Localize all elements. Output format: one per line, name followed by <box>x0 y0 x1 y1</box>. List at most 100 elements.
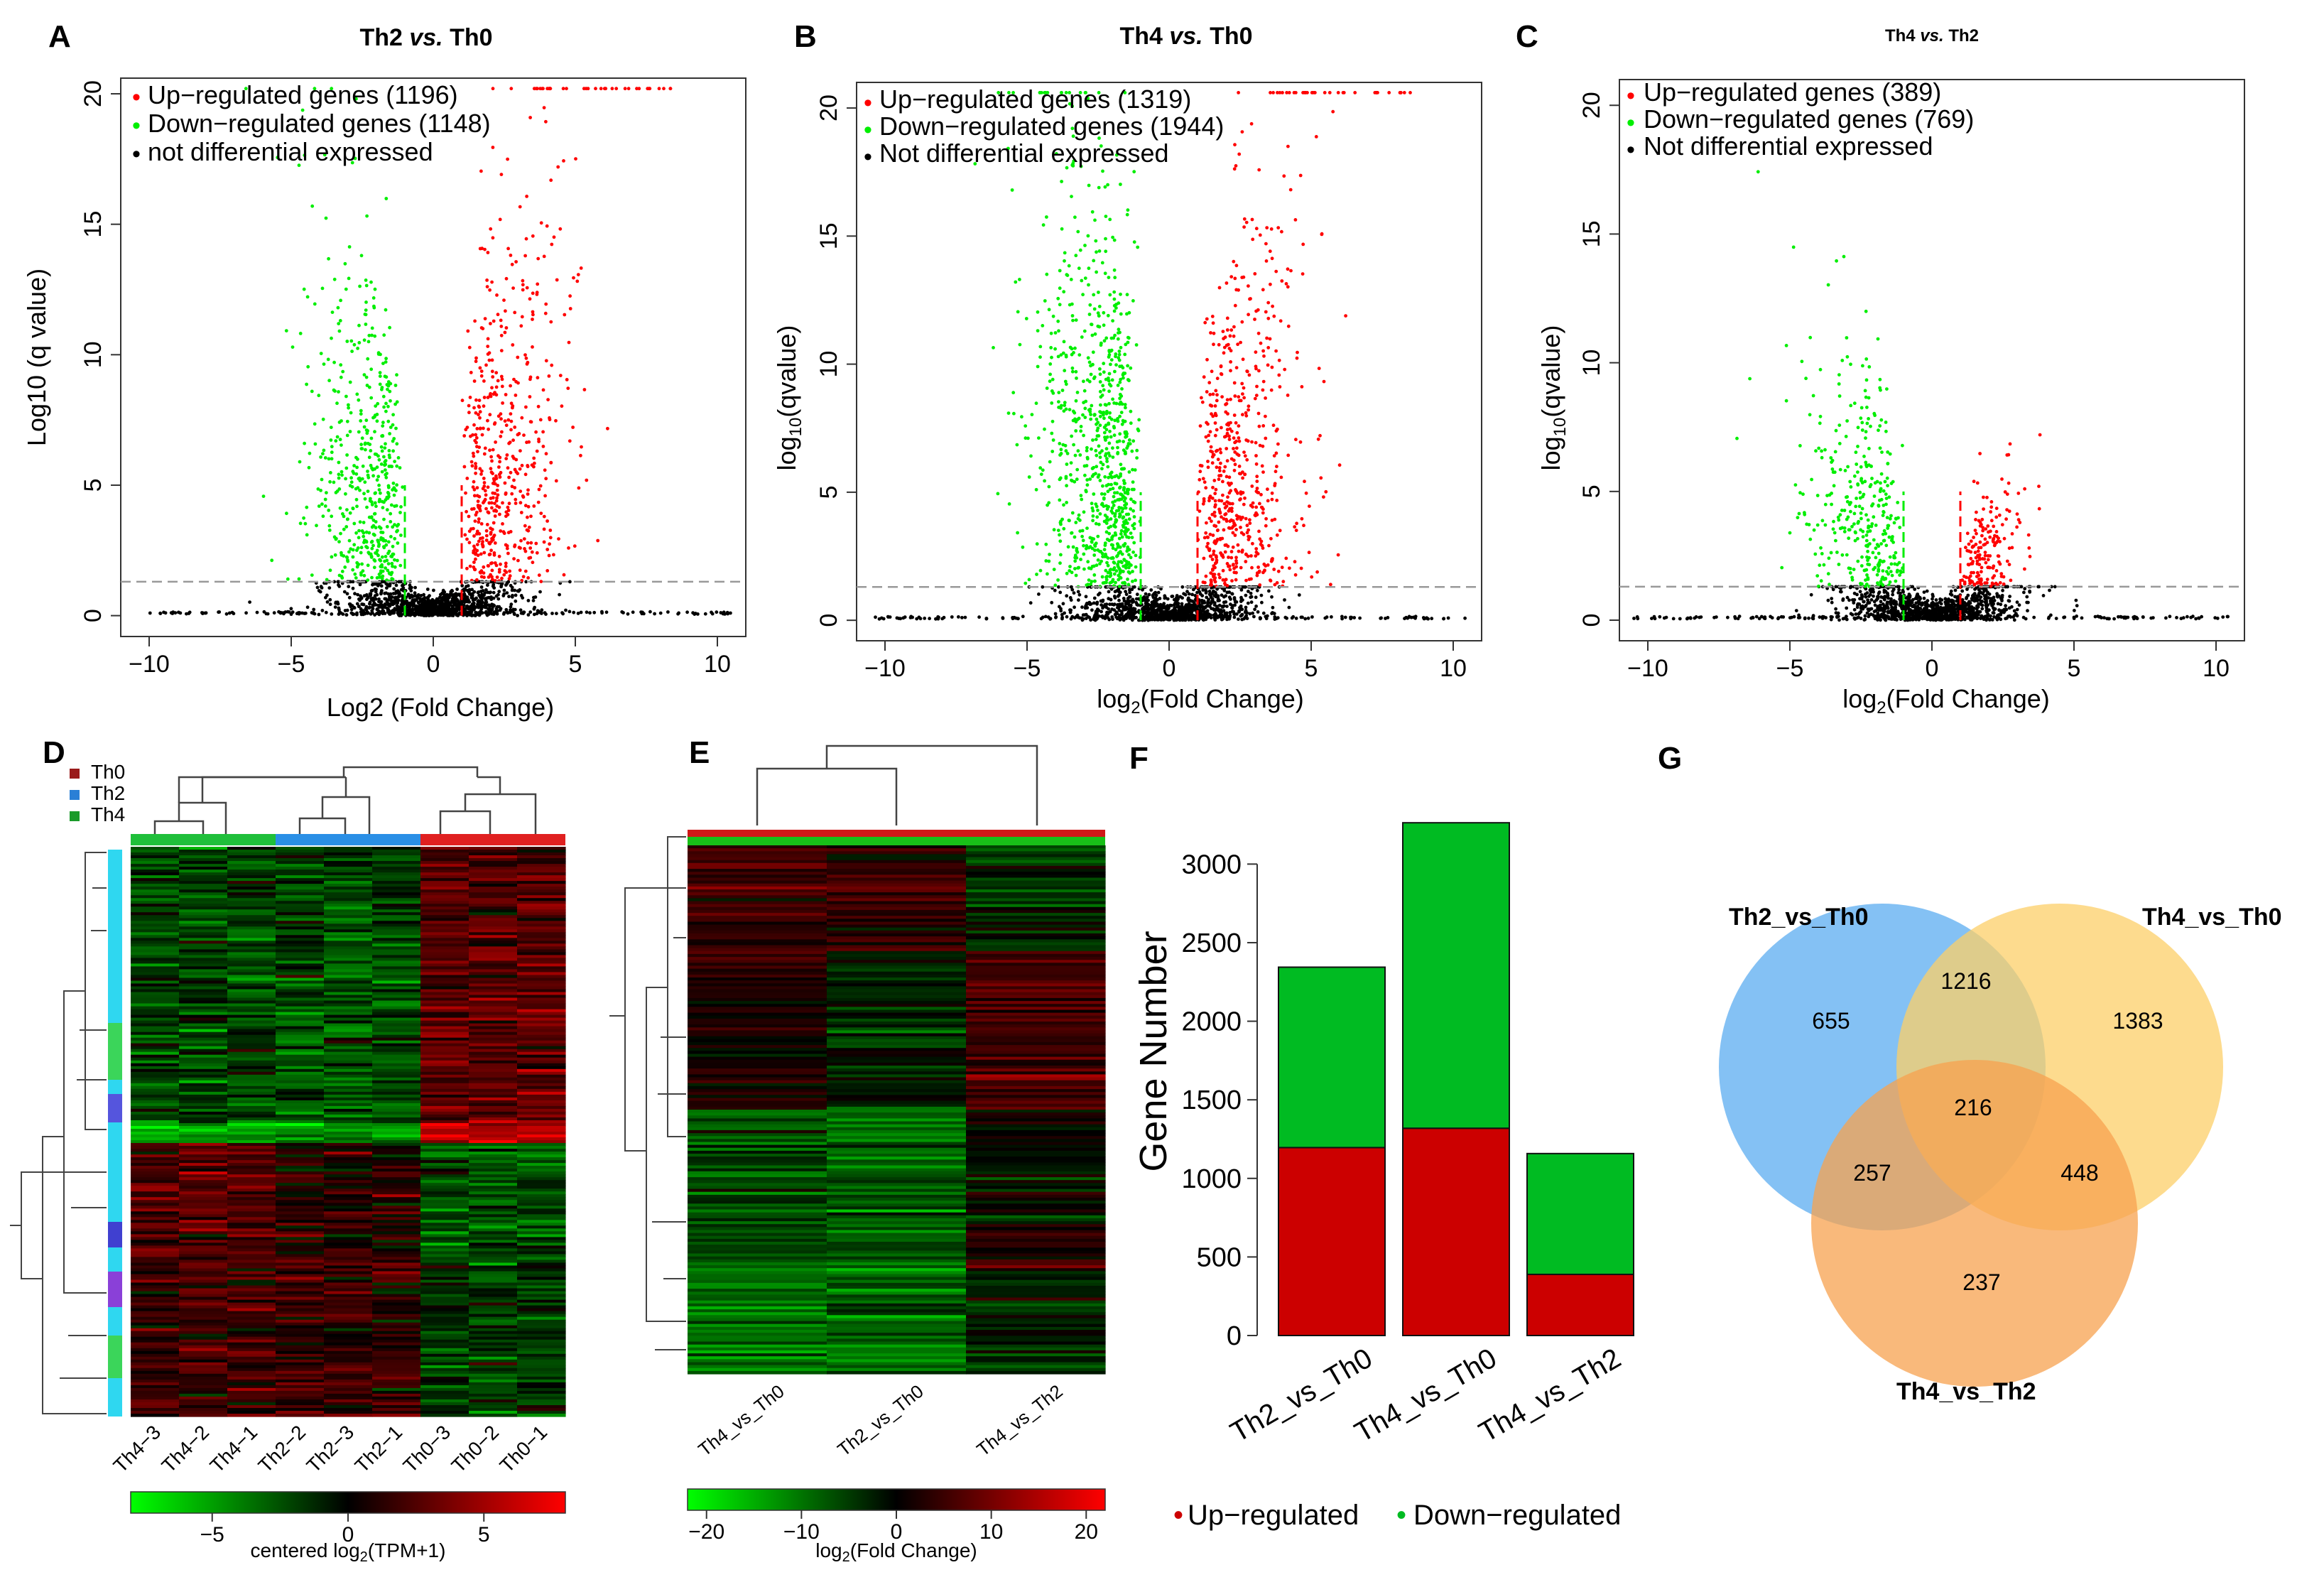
down-gene-point <box>1063 379 1068 384</box>
down-gene-point <box>1082 543 1085 548</box>
up-gene-point <box>1212 479 1217 482</box>
down-gene-point <box>1056 354 1060 359</box>
down-gene-point <box>1127 470 1131 474</box>
ns-gene-point <box>1057 585 1060 589</box>
down-gene-point <box>1122 448 1126 453</box>
ns-gene-point <box>1183 607 1186 610</box>
up-gene-point <box>513 310 517 315</box>
up-gene-point <box>494 385 499 389</box>
up-gene-point <box>492 422 496 426</box>
up-gene-point <box>1248 521 1252 525</box>
down-gene-point <box>1100 261 1104 265</box>
down-gene-point <box>337 476 341 480</box>
up-gene-point <box>1223 465 1227 469</box>
up-gene-point <box>528 395 532 399</box>
down-gene-point <box>342 527 346 531</box>
ns-gene-point <box>368 600 372 605</box>
ns-gene-point <box>495 609 499 613</box>
down-gene-point <box>261 494 266 498</box>
up-gene-point <box>1302 524 1305 528</box>
down-gene-point <box>1107 353 1112 357</box>
down-gene-point <box>364 540 369 544</box>
up-gene-point <box>475 494 479 498</box>
ns-gene-point <box>1379 617 1383 620</box>
up-gene-point <box>1223 550 1227 554</box>
down-gene-point <box>1087 360 1092 364</box>
up-gene-point <box>1258 443 1262 448</box>
up-gene-point <box>1232 436 1236 440</box>
down-gene-point <box>1070 126 1075 131</box>
down-gene-point <box>372 304 376 308</box>
up-gene-point <box>1247 534 1251 538</box>
down-gene-point <box>386 540 391 544</box>
up-gene-point <box>1255 475 1259 479</box>
up-gene-point <box>481 327 485 330</box>
up-gene-point <box>467 541 472 545</box>
down-gene-point <box>1012 411 1016 416</box>
up-gene-point <box>1270 365 1274 369</box>
up-gene-point <box>1240 381 1244 386</box>
up-gene-point <box>1268 249 1272 254</box>
down-gene-point <box>1110 378 1114 382</box>
ns-gene-point <box>411 598 415 602</box>
ns-gene-point <box>492 586 496 590</box>
up-gene-point <box>1227 423 1230 427</box>
down-gene-point <box>1095 417 1099 421</box>
down-gene-point <box>1101 384 1105 388</box>
ns-gene-point <box>877 617 881 621</box>
up-gene-point <box>1213 404 1217 408</box>
up-gene-point <box>482 499 487 503</box>
up-gene-point <box>1207 433 1211 438</box>
up-gene-point <box>496 414 501 418</box>
down-gene-point <box>379 445 384 449</box>
ns-gene-point <box>450 607 455 612</box>
ns-gene-point <box>1135 602 1139 606</box>
down-gene-point <box>335 401 339 406</box>
up-gene-point <box>1233 276 1237 281</box>
down-gene-point <box>308 451 312 455</box>
ns-gene-point <box>1124 590 1127 594</box>
up-gene-point <box>1210 450 1215 454</box>
down-gene-point <box>1119 183 1122 186</box>
up-gene-point <box>1272 454 1276 457</box>
up-gene-point <box>1227 438 1232 441</box>
ns-gene-point <box>1213 618 1217 622</box>
down-gene-point <box>1114 153 1119 157</box>
up-gene-point <box>1241 516 1244 519</box>
down-gene-point <box>1112 426 1117 430</box>
ns-gene-point <box>1270 612 1274 615</box>
ns-gene-point <box>1053 588 1057 592</box>
down-gene-point <box>360 477 364 481</box>
up-gene-point <box>1234 264 1239 268</box>
ns-gene-point <box>1190 612 1193 616</box>
ns-gene-point <box>1212 608 1216 612</box>
up-gene-point <box>1254 547 1259 551</box>
up-gene-point <box>538 418 543 422</box>
up-gene-point <box>536 500 541 504</box>
up-gene-point <box>491 472 494 475</box>
ns-gene-point <box>381 604 386 608</box>
up-gene-point <box>596 538 600 543</box>
down-gene-point <box>364 545 368 548</box>
up-gene-point <box>545 548 550 551</box>
up-gene-point <box>526 576 530 580</box>
down-gene-point <box>327 509 331 512</box>
down-gene-point <box>372 565 376 570</box>
ns-gene-point <box>960 616 964 619</box>
down-gene-point <box>1075 467 1080 472</box>
up-gene-point <box>474 557 477 561</box>
up-gene-point <box>1225 475 1229 479</box>
down-gene-point <box>313 302 317 306</box>
down-gene-point <box>356 347 359 350</box>
up-gene-point <box>504 309 507 313</box>
down-gene-point <box>349 480 354 484</box>
up-gene-point <box>1262 562 1266 566</box>
down-gene-point <box>1115 491 1119 494</box>
up-gene-point <box>501 522 504 526</box>
ns-gene-point <box>362 594 366 598</box>
ns-gene-point <box>1163 596 1167 600</box>
up-gene-point <box>1264 242 1268 246</box>
up-gene-point <box>1255 384 1259 389</box>
up-gene-point <box>562 573 566 577</box>
down-gene-point <box>1105 457 1109 460</box>
